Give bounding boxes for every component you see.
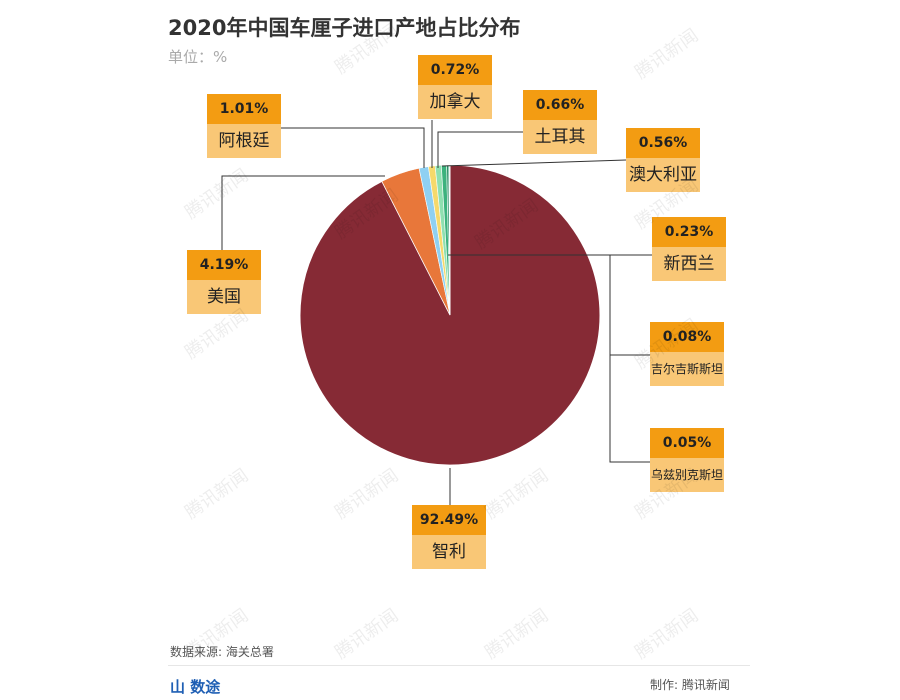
divider bbox=[168, 665, 750, 666]
data-label-1: 4.19% 美国 bbox=[187, 250, 261, 314]
value-label: 0.08% bbox=[650, 322, 724, 352]
data-label-0: 92.49% 智利 bbox=[412, 505, 486, 569]
data-label-7: 0.08% 吉尔吉斯斯坦 bbox=[650, 322, 724, 386]
value-label: 0.05% bbox=[650, 428, 724, 458]
category-label: 阿根廷 bbox=[207, 124, 281, 158]
data-label-3: 0.72% 加拿大 bbox=[418, 55, 492, 119]
leader-line-4 bbox=[437, 131, 523, 168]
data-label-8: 0.05% 乌兹别克斯坦 bbox=[650, 428, 724, 492]
leader-line-7 bbox=[609, 255, 650, 356]
category-label: 智利 bbox=[412, 535, 486, 569]
data-label-5: 0.56% 澳大利亚 bbox=[626, 128, 700, 192]
category-label: 加拿大 bbox=[418, 85, 492, 119]
category-label: 美国 bbox=[187, 280, 261, 314]
data-label-4: 0.66% 土耳其 bbox=[523, 90, 597, 154]
category-label: 新西兰 bbox=[652, 247, 726, 281]
category-label: 乌兹别克斯坦 bbox=[650, 458, 724, 492]
credit: 制作: 腾讯新闻 bbox=[650, 678, 730, 692]
value-label: 0.66% bbox=[523, 90, 597, 120]
category-label: 澳大利亚 bbox=[626, 158, 700, 192]
value-label: 4.19% bbox=[187, 250, 261, 280]
value-label: 0.56% bbox=[626, 128, 700, 158]
brand-logo[interactable]: 山 数途 bbox=[170, 678, 221, 696]
category-label: 吉尔吉斯斯坦 bbox=[650, 352, 724, 386]
value-label: 1.01% bbox=[207, 94, 281, 124]
chart-title: 2020年中国车厘子进口产地占比分布 bbox=[168, 16, 521, 40]
leader-line-8 bbox=[609, 355, 650, 463]
value-label: 0.72% bbox=[418, 55, 492, 85]
leader-line-5 bbox=[441, 159, 627, 167]
unit-label: 单位：% bbox=[168, 48, 228, 66]
value-label: 0.23% bbox=[652, 217, 726, 247]
data-label-6: 0.23% 新西兰 bbox=[652, 217, 726, 281]
value-label: 92.49% bbox=[412, 505, 486, 535]
leader-line-2 bbox=[281, 127, 425, 168]
leader-line-1 bbox=[221, 175, 385, 250]
data-source: 数据来源: 海关总署 bbox=[170, 645, 274, 659]
data-label-2: 1.01% 阿根廷 bbox=[207, 94, 281, 158]
category-label: 土耳其 bbox=[523, 120, 597, 154]
